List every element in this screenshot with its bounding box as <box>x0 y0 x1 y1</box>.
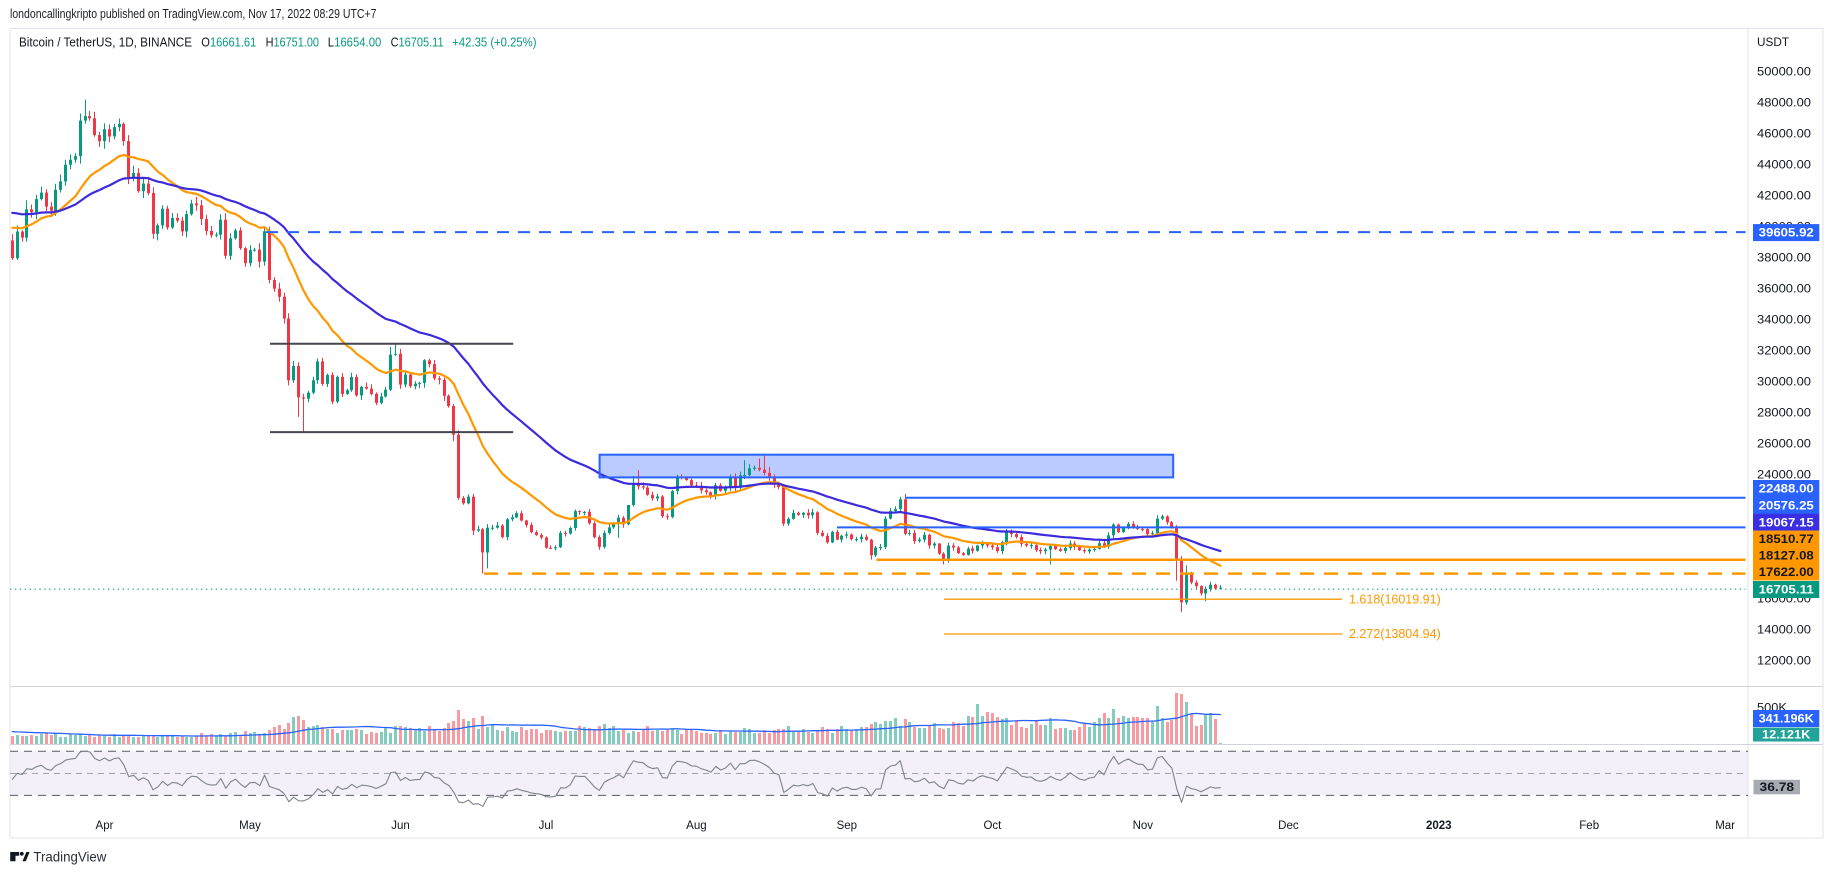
svg-text:1.618(16019.91): 1.618(16019.91) <box>1349 592 1441 606</box>
svg-text:Apr: Apr <box>96 820 114 832</box>
svg-text:H16751.00: H16751.00 <box>266 35 319 50</box>
svg-text:+42.35 (+0.25%): +42.35 (+0.25%) <box>452 35 536 50</box>
svg-text:26000.00: 26000.00 <box>1757 439 1811 451</box>
svg-text:Jun: Jun <box>391 820 410 832</box>
svg-text:18510.77: 18510.77 <box>1759 534 1814 546</box>
svg-text:50000.00: 50000.00 <box>1757 67 1811 79</box>
svg-text:46000.00: 46000.00 <box>1757 129 1811 141</box>
svg-text:18127.08: 18127.08 <box>1759 551 1815 563</box>
svg-text:TradingView: TradingView <box>33 850 106 865</box>
svg-text:39605.92: 39605.92 <box>1759 228 1814 240</box>
svg-text:36000.00: 36000.00 <box>1757 284 1811 296</box>
svg-text:34000.00: 34000.00 <box>1757 315 1811 327</box>
svg-text:20576.25: 20576.25 <box>1759 501 1815 513</box>
svg-text:2023: 2023 <box>1426 820 1452 832</box>
svg-text:Oct: Oct <box>983 820 1002 832</box>
svg-text:16705.11: 16705.11 <box>1759 585 1815 597</box>
svg-text:Sep: Sep <box>837 820 857 832</box>
svg-text:42000.00: 42000.00 <box>1757 191 1811 203</box>
svg-text:londoncallingkripto published: londoncallingkripto published on Trading… <box>10 6 377 21</box>
svg-text:30000.00: 30000.00 <box>1757 377 1811 389</box>
svg-text:12.121K: 12.121K <box>1762 730 1811 742</box>
svg-text:44000.00: 44000.00 <box>1757 160 1811 172</box>
svg-text:Aug: Aug <box>686 820 706 832</box>
svg-text:USDT: USDT <box>1757 37 1789 49</box>
svg-text:Nov: Nov <box>1133 820 1154 832</box>
svg-text:38000.00: 38000.00 <box>1757 253 1811 265</box>
svg-text:341.196K: 341.196K <box>1759 714 1815 726</box>
svg-text:May: May <box>239 820 261 832</box>
svg-text:Bitcoin / TetherUS, 1D, BINANC: Bitcoin / TetherUS, 1D, BINANCE <box>19 35 192 50</box>
svg-text:L16654.00: L16654.00 <box>328 35 382 50</box>
svg-text:32000.00: 32000.00 <box>1757 346 1811 358</box>
svg-text:36.78: 36.78 <box>1760 782 1795 794</box>
svg-text:Feb: Feb <box>1579 820 1599 832</box>
svg-text:28000.00: 28000.00 <box>1757 408 1811 420</box>
svg-text:12000.00: 12000.00 <box>1757 656 1811 668</box>
svg-text:24000.00: 24000.00 <box>1757 470 1811 482</box>
svg-text:22488.00: 22488.00 <box>1759 484 1814 496</box>
svg-text:Jul: Jul <box>539 820 554 832</box>
svg-text:14000.00: 14000.00 <box>1757 625 1811 637</box>
svg-text:2.272(13804.94): 2.272(13804.94) <box>1349 627 1441 641</box>
svg-text:17622.00: 17622.00 <box>1759 567 1814 579</box>
svg-text:O16661.61: O16661.61 <box>201 35 256 50</box>
svg-text:Mar: Mar <box>1715 820 1735 832</box>
svg-text:Dec: Dec <box>1278 820 1299 832</box>
svg-text:48000.00: 48000.00 <box>1757 98 1811 110</box>
svg-text:19067.15: 19067.15 <box>1759 517 1815 529</box>
svg-text:C16705.11: C16705.11 <box>391 35 444 50</box>
